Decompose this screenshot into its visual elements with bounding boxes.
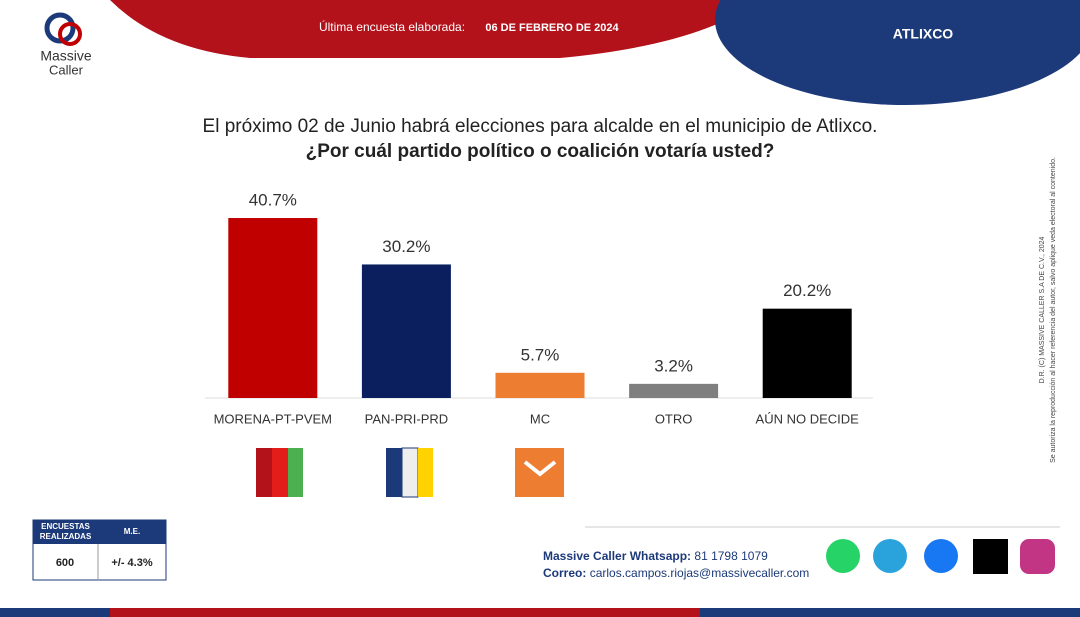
contact-label: Correo:	[543, 566, 586, 580]
party-logo	[386, 447, 433, 498]
survey-date: 06 DE FEBRERO DE 2024	[485, 22, 619, 34]
sample-header	[33, 520, 166, 544]
survey-label: Última encuesta elaborada:	[319, 19, 465, 34]
footer-band-red	[110, 608, 700, 617]
value-label: 5.7%	[521, 345, 560, 364]
header-band	[110, 0, 760, 58]
category-label: MORENA-PT-PVEM	[214, 411, 332, 426]
category-label: MC	[530, 411, 550, 426]
bar	[762, 308, 852, 398]
bar	[495, 372, 585, 398]
telegram-icon[interactable]	[873, 539, 907, 573]
disclaimer: Se autoriza la reproducción al hacer ref…	[1050, 157, 1057, 463]
whatsapp-icon[interactable]	[826, 539, 860, 573]
bar	[629, 383, 719, 398]
sample-header-cell: M.E.	[124, 527, 140, 536]
copyright: D.R. (C) MASSIVE CALLER S.A DE C.V., 202…	[1039, 236, 1046, 383]
location: ATLIXCO	[893, 26, 954, 42]
contact: Massive Caller Whatsapp: 81 1798 1079	[543, 549, 768, 563]
header-blob	[715, 0, 1080, 105]
logo-icon	[58, 22, 82, 46]
contact-label: Massive Caller Whatsapp:	[543, 549, 691, 563]
party-logo	[515, 448, 564, 497]
chart-title: El próximo 02 de Junio habrá elecciones …	[203, 116, 878, 137]
category-label: OTRO	[655, 411, 693, 426]
chart-subtitle: ¿Por cuál partido político o coalición v…	[306, 141, 775, 162]
instagram-icon[interactable]	[1020, 539, 1055, 574]
margin: +/- 4.3%	[111, 557, 152, 569]
x-icon[interactable]	[973, 539, 1008, 574]
logo-icon	[44, 12, 76, 44]
bar	[361, 264, 451, 398]
category-label: AÚN NO DECIDE	[756, 411, 860, 426]
bar	[228, 218, 318, 398]
interviews: 600	[56, 557, 74, 569]
value-label: 40.7%	[249, 190, 297, 209]
contact: Correo: carlos.campos.riojas@massivecall…	[543, 566, 809, 580]
value-label: 3.2%	[654, 356, 693, 375]
sample-header-cell: ENCUESTAS REALIZADAS	[39, 522, 92, 541]
value-label: 30.2%	[382, 237, 430, 256]
facebook-icon[interactable]	[924, 539, 958, 573]
brand: Caller	[49, 62, 84, 77]
party-logo	[256, 448, 303, 497]
brand: Massive	[40, 48, 92, 64]
value-label: 20.2%	[783, 281, 831, 300]
whatsapp: 81 1798 1079	[694, 549, 768, 563]
email: carlos.campos.riojas@massivecaller.com	[590, 566, 810, 580]
category-label: PAN-PRI-PRD	[365, 411, 449, 426]
